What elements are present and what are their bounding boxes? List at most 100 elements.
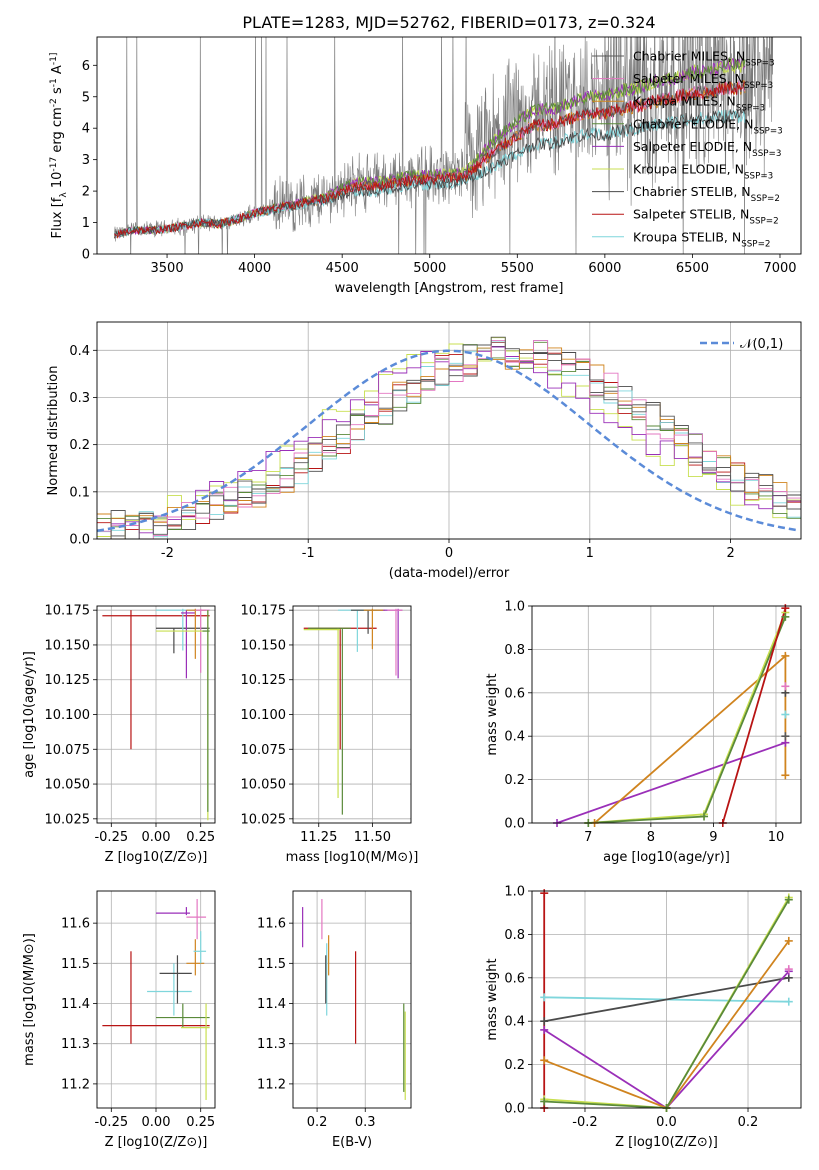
axes-frame (292, 890, 412, 1109)
y-tick-label: 10.175 (45, 604, 91, 619)
y-tick-label: 10.050 (241, 778, 287, 793)
legend-label-chabrier-miles: Chabrier MILES, NSSP=3 (633, 49, 775, 69)
histogram-kroupa-stelib (97, 340, 801, 539)
x-tick-label: 0.25 (186, 830, 215, 845)
y-tick-label: 11.2 (61, 1077, 90, 1092)
legend-label-normal: 𝒩(0,1) (740, 337, 783, 352)
x-tick-label: 5000 (413, 261, 446, 276)
mass-vs-Z-panel: -0.25 0.00 0.25 11.2 11.3 11.4 11.5 11.6 Z [log1… (22, 890, 216, 1150)
x-tick-label: 4500 (326, 261, 359, 276)
x-tick-label: 5500 (501, 261, 534, 276)
spectrum-plot-area (114, 37, 774, 254)
x-axis-label: (data-model)/error (389, 566, 510, 581)
x-axis-label: Z [log10(Z/Z⊙)] (615, 1135, 718, 1150)
series-chabrier-stelib-line (544, 976, 789, 1023)
mass-vs-Z-plot-area (102, 899, 210, 1100)
y-tick-label: 0.3 (69, 391, 90, 406)
y-tick-label: 10.075 (45, 743, 91, 758)
series-kroupa-miles-line (543, 940, 790, 1108)
legend-label-salpeter-miles: Salpeter MILES, NSSP=3 (633, 71, 773, 91)
x-tick-label: 7 (584, 830, 592, 845)
axes-frame (531, 605, 802, 824)
x-axis-label: Z [log10(Z/Z⊙)] (105, 850, 208, 865)
y-tick-label: 0.8 (504, 928, 525, 943)
y-tick-label: 4 (82, 122, 90, 137)
y-tick-label: 10.100 (45, 708, 91, 723)
y-tick-label: 11.4 (257, 997, 286, 1012)
x-tick-label: 0.3 (355, 1115, 376, 1130)
y-tick-label: 2 (82, 185, 90, 200)
x-tick-label: 0.2 (738, 1115, 759, 1130)
mass-vs-EBV-plot-area (302, 899, 406, 1100)
x-tick-label: 0.2 (307, 1115, 328, 1130)
age-vs-Z-panel: -0.25 0.00 0.25 10.025 10.050 10.075 10.100 10.… (22, 604, 216, 865)
y-tick-label: 0 (82, 248, 90, 263)
y-tick-label: 10.150 (241, 638, 287, 653)
x-axis-label: wavelength [Angstrom, rest frame] (335, 281, 564, 296)
y-tick-label: 0.2 (69, 438, 90, 453)
axes-frame (531, 890, 802, 1109)
y-tick-label: 0.0 (504, 1102, 525, 1117)
mass-weight-vs-age-panel: 7 8 9 10 0.0 0.2 0.4 0.6 0.8 1.0 age [log10(age/yr… (485, 600, 802, 865)
legend-label-kroupa-stelib: Kroupa STELIB, NSSP=2 (633, 229, 771, 249)
x-tick-label: 9 (709, 830, 717, 845)
y-tick-label: 10.025 (45, 812, 91, 827)
legend-label-kroupa-elodie: Kroupa ELODIE, NSSP=3 (633, 162, 773, 182)
histogram-kroupa-elodie (97, 337, 801, 537)
y-axis-label: age [log10(age/yr)] (22, 651, 37, 778)
y-tick-label: 10.050 (45, 778, 91, 793)
y-tick-label: 0.6 (504, 686, 525, 701)
y-tick-label: 11.2 (257, 1077, 286, 1092)
x-tick-label: -0.25 (94, 830, 128, 845)
x-tick-label: 0.25 (186, 1115, 215, 1130)
x-tick-label: -1 (302, 546, 315, 561)
y-axis-label: mass weight (485, 958, 500, 1040)
series-salpeter-elodie-line (556, 741, 786, 823)
x-tick-label: 0.0 (656, 1115, 677, 1130)
y-tick-label: 1.0 (504, 600, 525, 615)
y-tick-label: 0.4 (504, 1015, 525, 1030)
x-tick-label: 10 (768, 830, 785, 845)
series-kroupa-elodie-line (588, 612, 787, 823)
mass-weight-vs-Z-plot-area (543, 893, 790, 1108)
axes-frame (96, 36, 802, 255)
legend-label-salpeter-stelib: Salpeter STELIB, NSSP=2 (633, 207, 779, 227)
x-tick-label: 11.25 (300, 830, 337, 845)
x-axis-label: age [log10(age/yr)] (603, 850, 730, 865)
residuals-plot-area (97, 336, 801, 539)
y-tick-label: 5 (82, 90, 90, 105)
axes-frame (292, 605, 412, 824)
y-tick-label: 0.0 (504, 817, 525, 832)
x-tick-label: 8 (647, 830, 655, 845)
model-line-chabrier-stelib (114, 106, 746, 239)
legend-label-chabrier-stelib: Chabrier STELIB, NSSP=2 (633, 184, 780, 204)
y-tick-label: 11.6 (61, 917, 90, 932)
x-axis-label: Z [log10(Z/Z⊙)] (105, 1135, 208, 1150)
legend-label-chabrier-elodie: Chabrier ELODIE, NSSP=3 (633, 116, 783, 136)
y-tick-label: 1.0 (504, 885, 525, 900)
series-chabrier-elodie-line (544, 899, 790, 1108)
model-line-salpeter-stelib (114, 81, 746, 239)
axes-frame (96, 605, 216, 824)
y-tick-label: 11.4 (61, 997, 90, 1012)
figure-title: PLATE=1283, MJD=52762, FIBERID=0173, z=0… (242, 13, 655, 32)
x-tick-label: -2 (161, 546, 174, 561)
y-tick-label: 10.150 (45, 638, 91, 653)
x-tick-label: 0 (445, 546, 453, 561)
mass-weight-vs-age-plot-area (556, 607, 787, 823)
y-tick-label: 6 (82, 59, 90, 74)
series-kroupa-miles-line (594, 653, 787, 823)
x-tick-label: 0.00 (142, 1115, 171, 1130)
x-tick-label: 1 (586, 546, 594, 561)
mass-weight-vs-Z-panel: -0.2 0.0 0.2 0.0 0.2 0.4 0.6 0.8 1.0 Z [log10(Z/Z… (485, 885, 802, 1150)
x-tick-label: 6500 (676, 261, 709, 276)
y-tick-label: 10.025 (241, 812, 287, 827)
x-tick-label: 6000 (588, 261, 621, 276)
x-tick-label: 4000 (238, 261, 271, 276)
spectrum-panel: 3500 4000 4500 5000 5500 6000 6500 7000 0 1 2 3 4 5 6 w… (49, 36, 802, 296)
y-tick-label: 10.125 (45, 673, 91, 688)
x-tick-label: 2 (726, 546, 734, 561)
axes-frame (96, 890, 216, 1109)
x-tick-label: -0.25 (94, 1115, 128, 1130)
